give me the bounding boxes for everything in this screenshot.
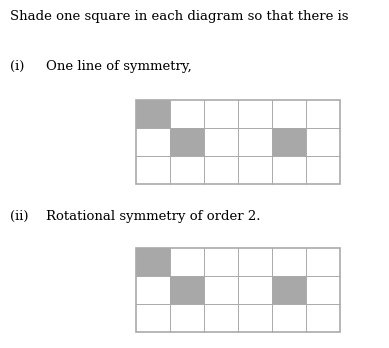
Bar [170,276,204,304]
Text: One line of symmetry,: One line of symmetry, [46,60,192,73]
Text: (i): (i) [10,60,25,73]
Bar [170,128,204,156]
Text: (ii): (ii) [10,210,28,223]
Bar [272,128,306,156]
Bar [136,100,340,184]
Bar [136,100,170,128]
Bar [136,248,340,332]
Bar [272,276,306,304]
Text: Rotational symmetry of order 2.: Rotational symmetry of order 2. [46,210,261,223]
Bar [136,248,170,276]
Text: Shade one square in each diagram so that there is: Shade one square in each diagram so that… [10,10,349,23]
